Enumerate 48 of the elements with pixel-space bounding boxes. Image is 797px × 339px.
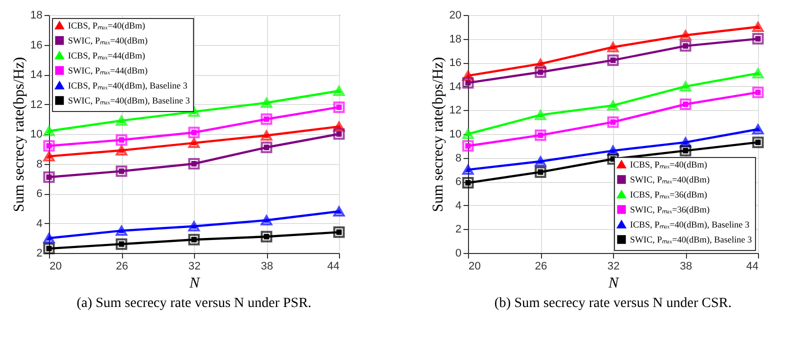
y-tick-label: 16 (30, 39, 42, 52)
x-axis-title: N (607, 276, 620, 292)
x-tick-label: 20 (50, 260, 62, 272)
x-tick-label: 38 (680, 260, 692, 272)
y-tick-label: 0 (455, 248, 462, 260)
y-tick-label: 12 (449, 104, 462, 117)
legend-label: ICBS, Pₘₐₓ=40(dBm) (630, 160, 708, 170)
text: (a) Sum secrecy rate versus N under PSR. (76, 296, 312, 311)
legend-label: SWIC, Pₘₐₓ=40(dBm), Baseline 3 (630, 234, 752, 244)
y-tick-label: 2 (36, 248, 42, 260)
y-tick-label: 4 (36, 218, 42, 230)
y-tick-label: 18 (30, 10, 42, 22)
y-tick-label: 14 (449, 80, 462, 93)
legend-label: SWIC, Pₘₐₓ=36(dBm) (630, 204, 710, 214)
x-tick-label: 44 (327, 260, 340, 272)
y-tick-label: 10 (449, 128, 462, 140)
y-tick-label: 4 (455, 200, 462, 212)
x-tick-label: 26 (534, 260, 548, 272)
y-tick-label: 20 (449, 10, 462, 22)
y-tick-label: 12 (30, 98, 42, 111)
legend-label: ICBS, Pₘₐₓ=44(dBm) (68, 50, 146, 60)
legend-label: ICBS, Pₘₐₓ=40(dBm) (68, 20, 146, 30)
y-tick-label: 14 (30, 69, 42, 81)
y-axis-title: Sum secrecy rate(bps/Hz) (430, 57, 446, 212)
x-axis-title: N (188, 276, 200, 292)
legend-label: ICBS, Pₘₐₓ=40(dBm), Baseline 3 (630, 220, 750, 230)
y-tick-label: 8 (455, 152, 462, 164)
legend-label: ICBS, Pₘₐₓ=40(dBm), Baseline 3 (68, 80, 188, 90)
y-axis-title: Sum secrecy rate(bps/Hz) (11, 57, 28, 212)
x-tick-label: 26 (116, 260, 128, 272)
x-tick-label: 20 (468, 260, 481, 272)
legend-label: SWIC, Pₘₐₓ=44(dBm) (68, 66, 148, 76)
x-tick-label: 44 (746, 260, 758, 272)
x-tick-label: 38 (260, 260, 274, 272)
x-tick-label: 32 (607, 260, 620, 272)
y-tick-label: 2 (455, 224, 462, 236)
y-tick-label: 8 (36, 158, 42, 170)
y-tick-label: 6 (36, 188, 42, 200)
x-tick-label: 32 (188, 260, 201, 272)
legend-label: SWIC, Pₘₐₓ=40(dBm) (630, 174, 710, 184)
y-tick-label: 16 (449, 57, 462, 70)
legend-label: SWIC, Pₘₐₓ=40(dBm), Baseline 3 (68, 96, 190, 106)
legend-label: ICBS, Pₘₐₓ=36(dBm) (630, 190, 708, 200)
y-tick-label: 10 (30, 128, 42, 140)
text: (b) Sum secrecy rate versus N under CSR. (494, 296, 732, 311)
y-tick-label: 18 (449, 33, 462, 46)
legend-label: SWIC, Pₘₐₓ=40(dBm) (68, 36, 148, 46)
y-tick-label: 6 (455, 176, 462, 188)
